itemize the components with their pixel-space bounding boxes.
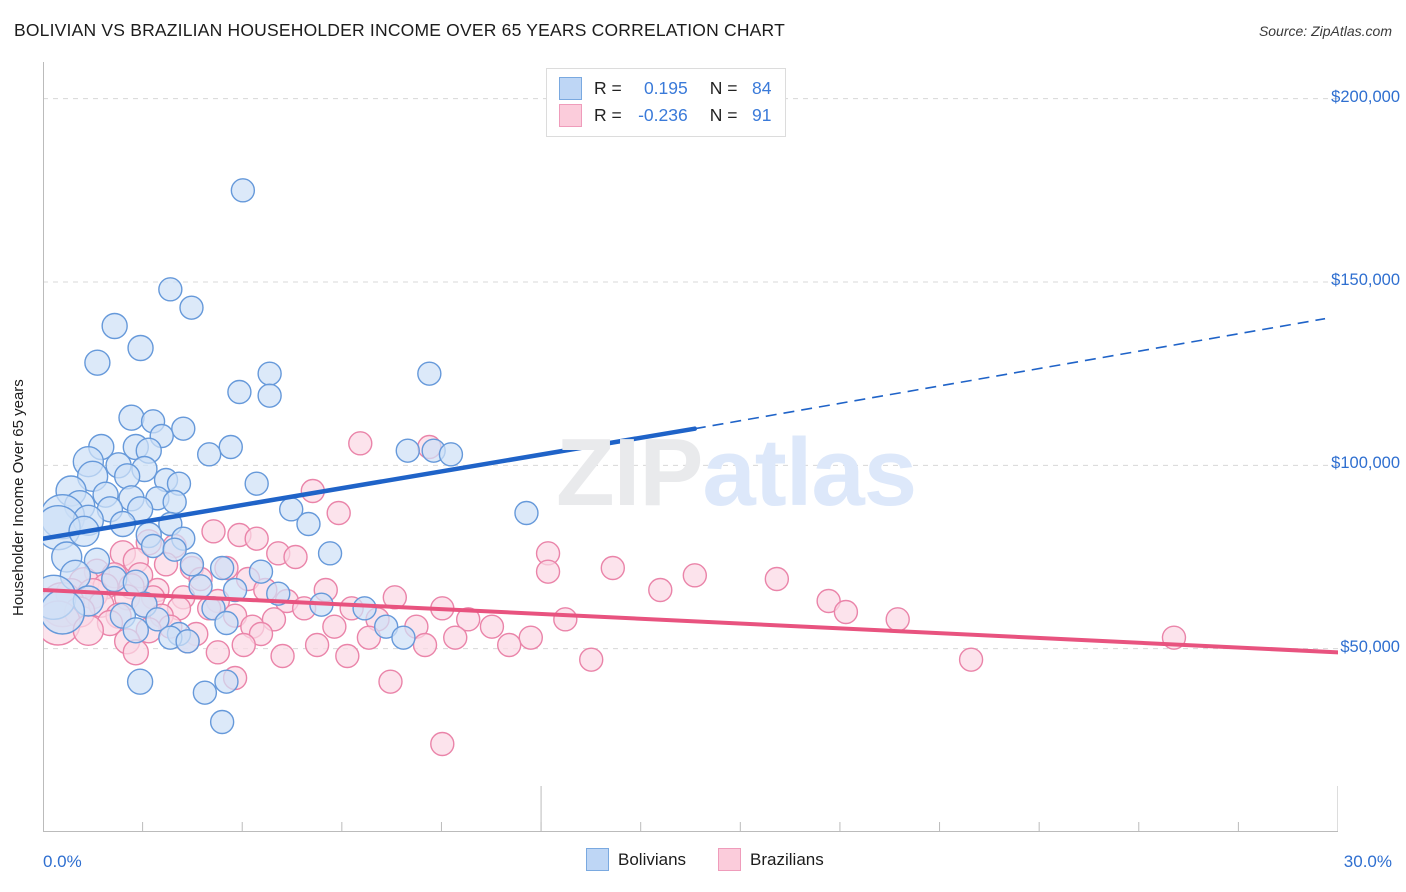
y-axis-tick-label: $50,000 (1340, 637, 1400, 656)
n-value-brazilians: 91 (752, 105, 772, 125)
scatter-plot-svg (31, 62, 1340, 832)
y-axis-tick-label: $200,000 (1331, 87, 1400, 106)
stats-row-brazilians: R = -0.236 N = 91 (559, 102, 771, 129)
points-brazilians (35, 431, 1187, 757)
stats-row-bolivians: R = 0.195 N = 84 (559, 75, 771, 102)
correlation-stats-legend: R = 0.195 N = 84 R = -0.236 N = 91 (546, 68, 787, 137)
y-axis-tick-label: $100,000 (1331, 454, 1400, 473)
r-value-brazilians: -0.236 (638, 105, 688, 125)
y-axis-title: Householder Income Over 65 years (10, 379, 27, 616)
series-legend: Bolivians Brazilians (586, 848, 846, 871)
trendline-bolivians-projection (694, 317, 1326, 430)
legend-item-bolivians[interactable]: Bolivians (586, 848, 686, 871)
r-value-bolivians: 0.195 (643, 78, 688, 98)
r-label-brazilians: R = (594, 105, 622, 125)
legend-color-brazilians-icon (718, 848, 742, 871)
source-attribution: Source: ZipAtlas.com (1258, 23, 1392, 39)
legend-swatch-blue-icon (559, 77, 582, 100)
legend-color-bolivians-icon (586, 848, 609, 871)
x-axis-min-label: 0.0% (43, 852, 82, 871)
trendline-brazilians (41, 588, 1340, 655)
trendline-bolivians (40, 426, 698, 541)
n-label-bolivians: N = (709, 78, 738, 98)
legend-label-brazilians: Brazilians (750, 849, 824, 869)
x-axis-max-label: 30.0% (1343, 852, 1392, 871)
legend-item-brazilians[interactable]: Brazilians (718, 848, 824, 871)
n-value-bolivians: 84 (752, 78, 772, 98)
r-label-bolivians: R = (594, 78, 622, 98)
legend-label-bolivians: Bolivians (618, 849, 687, 869)
legend-swatch-pink-icon (559, 104, 582, 127)
n-label-brazilians: N = (709, 105, 738, 125)
plot-area (31, 62, 1340, 832)
y-axis-tick-label: $150,000 (1331, 271, 1400, 289)
page-title: BOLIVIAN VS BRAZILIAN HOUSEHOLDER INCOME… (14, 20, 785, 40)
